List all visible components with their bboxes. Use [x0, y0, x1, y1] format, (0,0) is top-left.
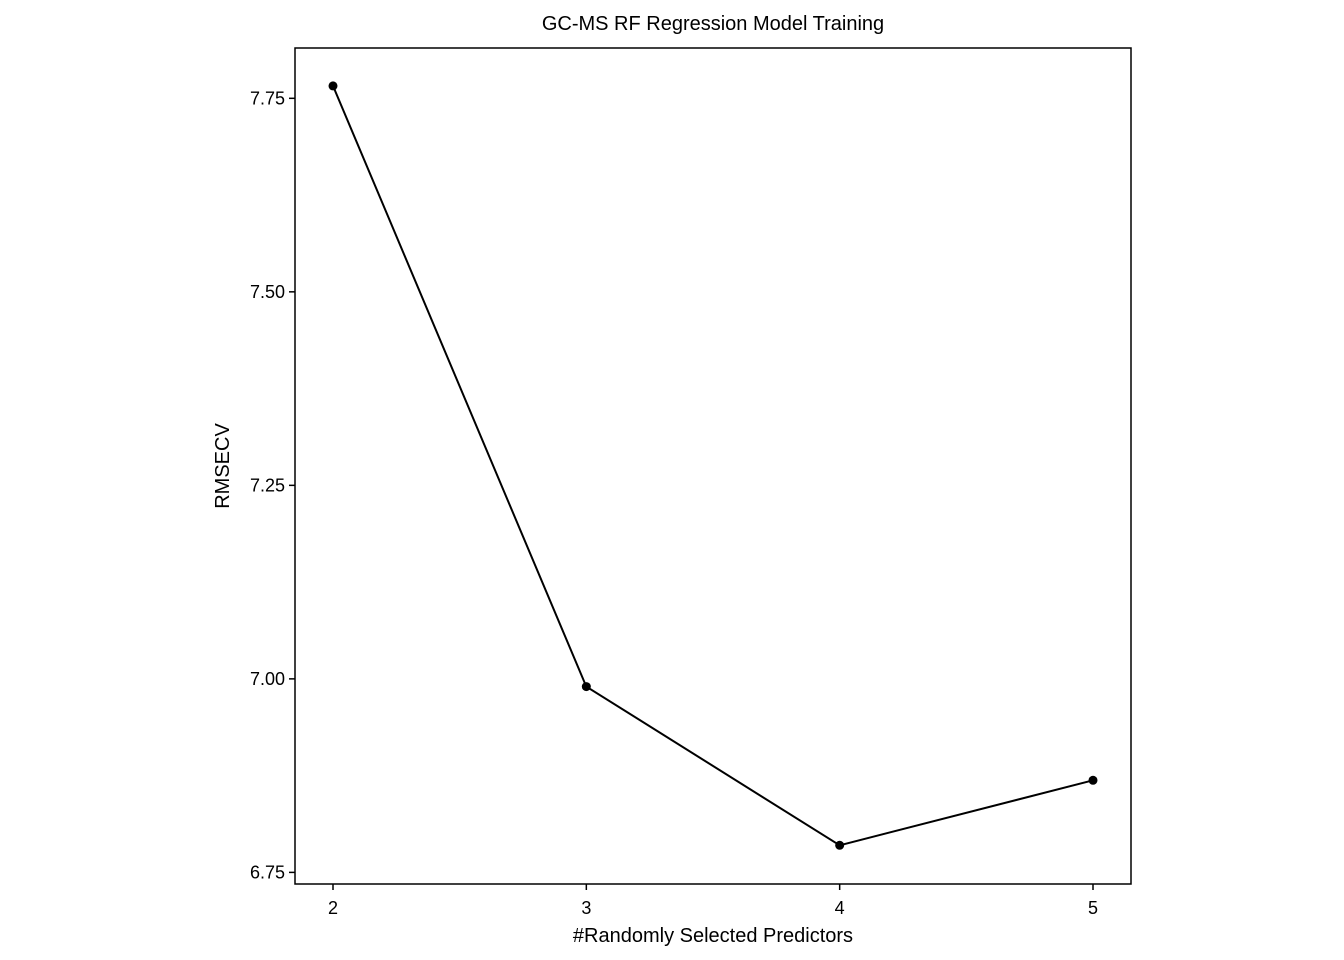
y-tick-label: 6.75: [250, 862, 285, 882]
data-point: [581, 682, 591, 692]
plot-frame: [294, 47, 1132, 885]
y-tick-label: 7.00: [250, 669, 285, 689]
chart-title: GC-MS RF Regression Model Training: [542, 13, 884, 35]
x-tick-label: 3: [581, 898, 591, 918]
x-axis-title: #Randomly Selected Predictors: [573, 925, 853, 947]
x-tick-label: 5: [1088, 898, 1098, 918]
y-tick-label: 7.25: [250, 475, 285, 495]
x-tick-label: 2: [328, 898, 338, 918]
series-group: [328, 81, 1098, 850]
x-tick-label: 4: [835, 898, 845, 918]
x-axis: 2 3 4 5: [328, 884, 1098, 918]
y-tick-label: 7.50: [250, 282, 285, 302]
data-point: [835, 840, 845, 850]
series-line: [332, 85, 1094, 847]
y-tick-label: 7.75: [250, 88, 285, 108]
y-axis: 6.75 7.00 7.25 7.50 7.75: [250, 88, 295, 882]
y-axis-title: RMSECV: [212, 423, 234, 509]
data-point: [1088, 775, 1098, 785]
data-point: [328, 81, 338, 91]
